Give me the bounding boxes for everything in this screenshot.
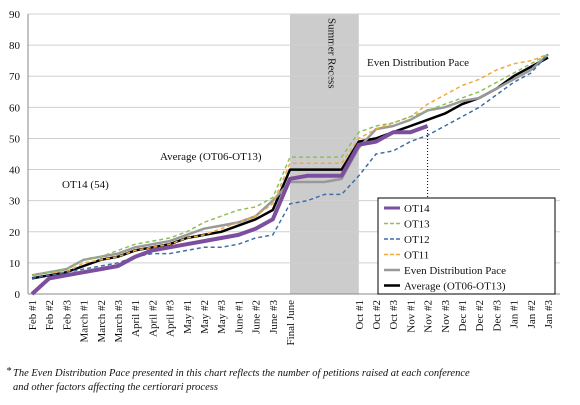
series-line xyxy=(31,56,549,280)
y-tick-label: 50 xyxy=(9,133,21,145)
footnote-mark: * xyxy=(6,366,12,377)
x-tick-label: Dec #2 xyxy=(474,300,486,331)
x-tick-label: Dec #1 xyxy=(457,300,469,331)
x-tick-label: Nov #2 xyxy=(423,300,435,333)
legend-label: OT11 xyxy=(404,250,429,262)
y-tick-label: 40 xyxy=(9,165,21,177)
x-tick-label: Final June xyxy=(285,300,297,346)
annotation: OT14 (54) xyxy=(62,179,109,191)
x-tick-label: Jan #2 xyxy=(526,300,538,328)
x-tick-label: Nov #3 xyxy=(440,300,452,333)
x-tick-label: May #3 xyxy=(216,300,228,334)
y-tick-label: 80 xyxy=(9,40,21,52)
y-tick-label: 90 xyxy=(9,9,21,21)
x-tick-label: April #2 xyxy=(147,300,159,337)
x-tick-label: Oct #2 xyxy=(371,300,383,330)
x-tick-label: Nov #1 xyxy=(405,300,417,333)
series-line xyxy=(30,124,429,296)
x-tick-label: Feb #2 xyxy=(44,300,56,330)
x-tick-label: June #2 xyxy=(251,300,263,334)
series-line xyxy=(31,53,549,280)
y-tick-label: 20 xyxy=(9,227,21,239)
footnote: and other factors affecting the certiora… xyxy=(13,382,218,393)
x-tick-label: Oct #3 xyxy=(388,300,400,330)
y-tick-label: 60 xyxy=(9,102,21,114)
x-tick-label: June #1 xyxy=(233,300,245,334)
legend-label: OT12 xyxy=(404,234,430,246)
x-tick-label: Feb #3 xyxy=(61,300,73,331)
y-tick-label: 30 xyxy=(9,196,21,208)
legend-label: Even Distribution Pace xyxy=(404,265,506,277)
x-tick-label: Dec #3 xyxy=(491,300,503,332)
annotation: Even Distribution Pace xyxy=(367,57,469,69)
legend-label: OT14 xyxy=(404,203,430,215)
x-tick-label: Jan #3 xyxy=(543,300,555,329)
x-tick-label: Oct #1 xyxy=(354,300,366,330)
x-tick-label: Feb #1 xyxy=(27,300,39,330)
annotation: Average (OT06-OT13) xyxy=(160,151,262,163)
region-label: Summer Recess xyxy=(325,18,337,89)
footnote: The Even Distribution Pace presented in … xyxy=(13,368,470,379)
x-tick-label: March #3 xyxy=(113,300,125,343)
y-tick-label: 70 xyxy=(9,71,21,83)
legend-label: Average (OT06-OT13) xyxy=(404,281,506,293)
x-tick-label: May #2 xyxy=(199,300,211,334)
x-tick-label: April #1 xyxy=(130,300,142,337)
x-tick-label: March #2 xyxy=(96,300,108,342)
shaded-region xyxy=(290,14,359,294)
legend-box xyxy=(377,197,556,295)
legend-label: OT13 xyxy=(404,219,430,231)
x-tick-label: May #1 xyxy=(182,300,194,334)
y-tick-label: 0 xyxy=(15,289,21,301)
y-tick-label: 10 xyxy=(9,258,21,270)
x-tick-label: April #3 xyxy=(165,300,177,337)
x-tick-label: March #1 xyxy=(79,300,91,342)
x-tick-label: June #3 xyxy=(268,300,280,334)
x-tick-label: Jan #1 xyxy=(509,300,521,328)
